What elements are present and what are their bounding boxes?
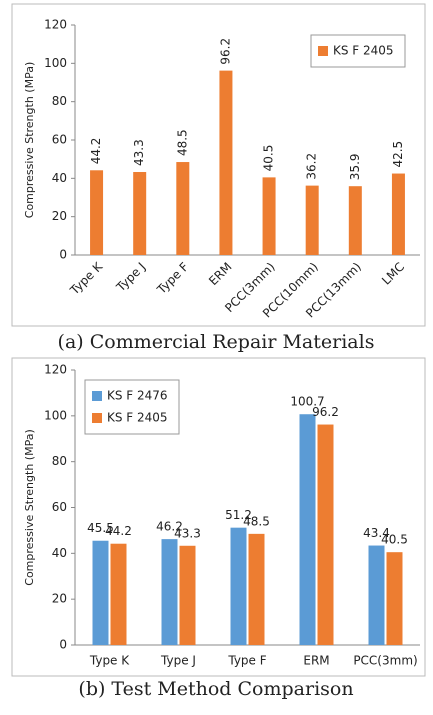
bar: [317, 424, 334, 645]
legend-label: KS F 2405: [333, 44, 394, 58]
legend-swatch: [92, 413, 102, 423]
bar: [90, 170, 104, 255]
bar: [133, 172, 147, 255]
legend-swatch: [318, 46, 328, 56]
value-label: 45.5: [87, 521, 114, 535]
x-tick-label: Type F: [227, 654, 266, 668]
bar: [230, 527, 247, 645]
value-label: 43.4: [363, 526, 390, 540]
y-tick-label: 40: [52, 546, 67, 560]
y-axis-title: Compressive Strength (MPa): [23, 62, 36, 218]
legend-box: [84, 379, 180, 435]
y-tick-label: 100: [44, 56, 67, 70]
x-tick-label: Type F: [154, 260, 192, 298]
x-tick-label: ERM: [303, 654, 329, 668]
legend-label: KS F 2405: [107, 411, 168, 425]
x-tick-label: Type K: [89, 654, 130, 668]
value-label: 51.2: [225, 508, 252, 522]
y-tick-label: 60: [52, 500, 67, 514]
x-tick-label: LMC: [379, 260, 407, 288]
value-label: 44.2: [89, 138, 103, 165]
y-tick-label: 120: [44, 363, 67, 377]
value-label: 48.5: [243, 514, 270, 528]
y-tick-label: 20: [52, 209, 67, 223]
bar: [299, 414, 316, 645]
bar: [92, 540, 109, 645]
bar: [176, 162, 190, 255]
value-label: 96.2: [312, 405, 339, 419]
legend-label: KS F 2476: [107, 389, 168, 403]
caption: (b) Test Method Comparison: [78, 678, 353, 700]
x-tick-label: PCC(3mm): [353, 654, 417, 668]
x-tick-label: Type K: [67, 259, 106, 298]
y-tick-label: 80: [52, 454, 67, 468]
y-tick-label: 40: [52, 171, 67, 185]
value-label: 48.5: [175, 129, 189, 156]
value-label: 43.3: [132, 139, 146, 166]
x-tick-label: ERM: [206, 260, 234, 288]
x-tick-label: Type J: [113, 260, 148, 295]
value-label: 40.5: [262, 145, 276, 172]
bar: [391, 173, 405, 255]
legend-swatch: [92, 391, 102, 401]
y-tick-label: 80: [52, 94, 67, 108]
bar: [368, 545, 385, 645]
value-label: 96.2: [218, 38, 232, 65]
bar: [179, 545, 196, 645]
bar: [161, 539, 178, 645]
y-tick-label: 100: [44, 408, 67, 422]
bar: [348, 186, 362, 255]
frame: [11, 357, 426, 677]
bar: [386, 552, 403, 645]
value-label: 40.5: [381, 533, 408, 547]
bar: [110, 543, 127, 645]
value-label: 46.2: [156, 520, 183, 534]
y-tick-label: 120: [44, 18, 67, 32]
value-label: 36.2: [305, 153, 319, 180]
y-tick-label: 60: [52, 133, 67, 147]
bar: [248, 533, 265, 645]
value-label: 100.7: [290, 395, 324, 409]
value-label: 44.2: [105, 524, 132, 538]
y-axis-title: Compressive Strength (MPa): [23, 429, 36, 585]
value-label: 43.3: [174, 526, 201, 540]
bar: [305, 185, 319, 255]
y-tick-label: 20: [52, 592, 67, 606]
caption: (a) Commercial Repair Materials: [58, 331, 375, 353]
frame: [11, 3, 426, 327]
x-tick-label: Type J: [160, 654, 196, 668]
bar: [262, 177, 276, 255]
y-tick-label: 0: [59, 638, 67, 652]
value-label: 42.5: [391, 141, 405, 168]
y-tick-label: 0: [59, 248, 67, 262]
bar: [219, 70, 233, 255]
value-label: 35.9: [348, 153, 362, 180]
